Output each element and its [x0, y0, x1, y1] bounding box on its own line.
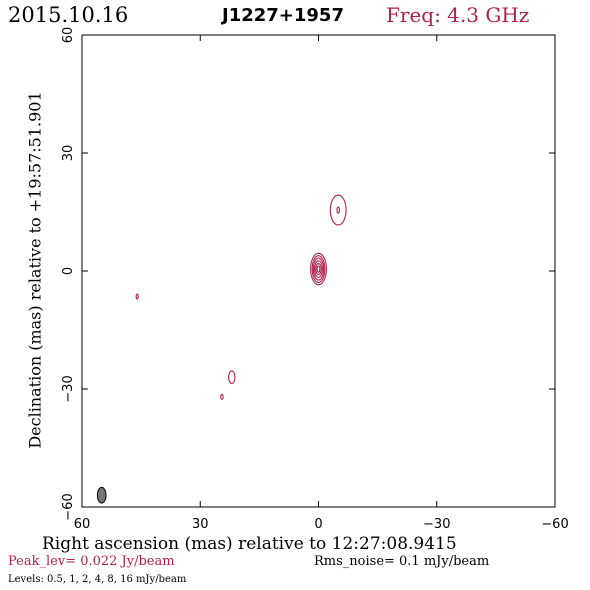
- contour-blob-west: [135, 293, 139, 300]
- source-name: J1227+1957: [222, 5, 344, 26]
- y-tick-label: 30: [61, 145, 76, 162]
- beam-ellipse: [96, 486, 107, 504]
- y-tick-label: 0: [61, 267, 76, 275]
- contour-core: [310, 252, 327, 286]
- y-tick-label: −60: [61, 493, 76, 520]
- contour-core: [314, 260, 323, 278]
- x-tick-label: −60: [541, 517, 568, 532]
- y-tick-label: −30: [61, 375, 76, 402]
- peak-level: Peak_lev= 0.022 Jy/beam: [8, 554, 175, 569]
- contour-blob-south-small: [220, 393, 224, 400]
- contour-jet: [329, 194, 347, 226]
- contour-core: [312, 257, 325, 281]
- contour-blob-south: [228, 370, 236, 385]
- x-tick-label: −30: [423, 517, 450, 532]
- contour-core: [315, 262, 322, 276]
- x-tick-label: 30: [192, 517, 209, 532]
- contours: [135, 194, 347, 400]
- tick-labels: 60 30 0 −30 −60 −60 −30 0 30 60: [61, 27, 569, 532]
- contour-jet: [336, 206, 340, 214]
- x-axis-label: Right ascension (mas) relative to 12:27:…: [42, 534, 457, 554]
- x-tick-label: 60: [74, 517, 91, 532]
- beam-shape: [96, 486, 107, 504]
- frequency-label: Freq: 4.3 GHz: [386, 3, 530, 27]
- y-tick-label: 60: [61, 27, 76, 44]
- contour-core: [316, 265, 321, 273]
- rms-noise: Rms_noise= 0.1 mJy/beam: [314, 554, 490, 569]
- contour-levels: Levels: 0.5, 1, 2, 4, 8, 16 mJy/beam: [8, 574, 187, 585]
- observation-date: 2015.10.16: [8, 3, 129, 27]
- x-tick-label: 0: [314, 517, 322, 532]
- plot-frame: [81, 34, 556, 508]
- axis-ticks: [81, 34, 556, 508]
- contour-core: [311, 255, 326, 283]
